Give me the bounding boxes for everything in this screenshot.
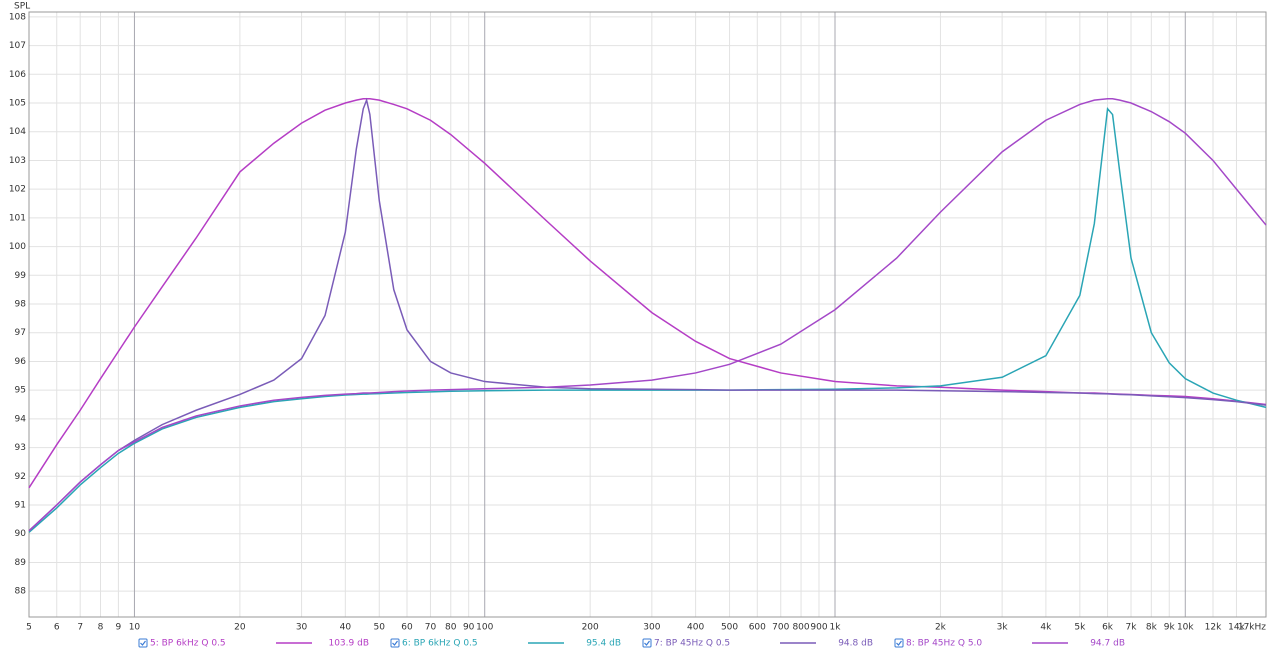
y-tick-label: 88 [15,587,27,597]
x-tick-label: 500 [721,623,738,633]
legend-readout: 94.8 dB [838,639,873,649]
y-tick-label: 90 [15,529,27,539]
x-tick-label: 6k [1102,623,1114,633]
legend-checkbox[interactable] [138,638,148,648]
y-tick-label: 94 [15,414,27,424]
y-tick-label: 96 [15,357,27,367]
y-tick-label: 104 [9,127,26,137]
legend-check [140,640,146,646]
x-tick-label: 200 [582,623,599,633]
x-tick-label: 60 [401,623,413,633]
plot-frame [28,11,1267,618]
x-tick-label: 70 [425,623,437,633]
x-tick-label: 9k [1164,623,1176,633]
legend-checkbox[interactable] [894,638,904,648]
x-tick-label: 8 [98,623,104,633]
x-tick-label: 5 [26,623,32,633]
y-tick-label: 99 [15,271,27,281]
x-tick-label: 7k [1126,623,1138,633]
x-tick-label: 2k [935,623,947,633]
y-tick-label: 102 [9,185,26,195]
x-tick-label: 7 [77,623,83,633]
legend-check [644,640,650,646]
x-tick-label: 20 [234,623,246,633]
x-tick-label: 17kHz [1238,623,1266,633]
legend-checkbox[interactable] [642,638,652,648]
x-tick-label: 100 [476,623,493,633]
y-tick-label: 107 [9,41,26,51]
x-tick-label: 10 [129,623,141,633]
x-tick-label: 50 [374,623,386,633]
x-tick-label: 6 [54,623,60,633]
x-tick-label: 10k [1177,623,1194,633]
legend-check [896,640,902,646]
y-tick-label: 92 [15,472,26,482]
y-tick-label: 91 [15,501,26,511]
x-tick-label: 900 [810,623,827,633]
series-line [28,106,1267,533]
y-tick-label: 89 [15,558,27,568]
x-tick-label: 400 [687,623,704,633]
x-tick-label: 3k [997,623,1009,633]
x-tick-label: 700 [772,623,789,633]
legend-label: 6: BP 6kHz Q 0.5 [402,639,478,649]
legend-label: 5: BP 6kHz Q 0.5 [150,639,226,649]
x-tick-label: 40 [340,623,352,633]
y-tick-label: 101 [9,213,26,223]
y-axis-label: SPL [14,2,30,12]
y-tick-label: 100 [9,242,26,252]
y-tick-label: 108 [9,12,26,22]
y-tick-label: 95 [15,386,26,396]
series-line [28,97,1267,532]
x-tick-label: 9 [116,623,122,633]
x-tick-label: 90 [463,623,475,633]
x-tick-label: 14k [1228,623,1245,633]
legend-readout: 103.9 dB [328,639,369,649]
legend-readout: 95.4 dB [586,639,621,649]
legend-label: 8: BP 45Hz Q 5.0 [906,639,982,649]
x-tick-label: 1k [830,623,842,633]
y-tick-label: 97 [15,328,26,338]
y-tick-label: 106 [9,70,26,80]
legend-readout: 94.7 dB [1090,639,1125,649]
series-line [28,97,1267,532]
y-tick-label: 98 [15,300,27,310]
y-tick-label: 105 [9,99,26,109]
x-tick-label: 8k [1146,623,1158,633]
x-tick-label: 600 [749,623,766,633]
x-tick-label: 12k [1205,623,1222,633]
x-tick-label: 80 [445,623,457,633]
x-tick-label: 30 [296,623,308,633]
legend-label: 7: BP 45Hz Q 0.5 [654,639,730,649]
x-tick-label: 5k [1074,623,1086,633]
y-tick-label: 103 [9,156,26,166]
x-tick-label: 300 [643,623,660,633]
x-tick-label: 4k [1040,623,1052,633]
legend-checkbox[interactable] [390,638,400,648]
y-tick-label: 93 [15,443,26,453]
legend-check [392,640,398,646]
x-tick-label: 800 [792,623,809,633]
